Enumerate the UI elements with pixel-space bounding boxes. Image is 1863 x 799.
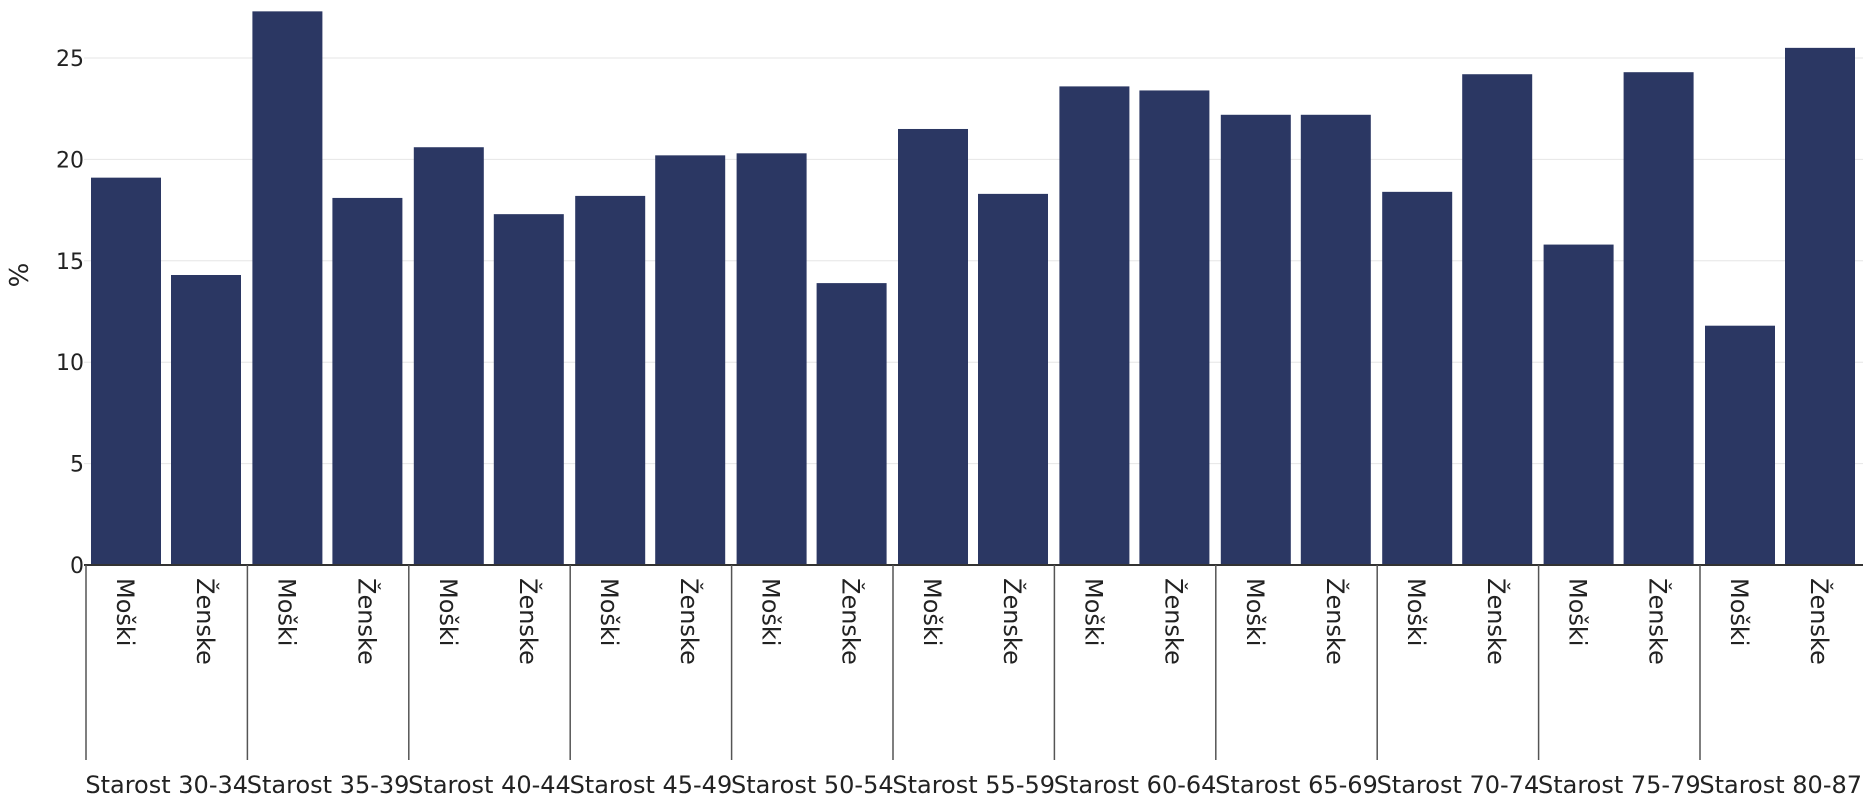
x-category-label: Moški xyxy=(757,578,785,646)
x-group-label: Starost 55-59 xyxy=(892,771,1055,799)
bar xyxy=(575,195,646,566)
bar xyxy=(1543,244,1614,566)
x-category-label: Moški xyxy=(1564,578,1592,646)
bars xyxy=(91,11,1855,566)
bar xyxy=(413,147,484,565)
x-category-label: Moški xyxy=(1079,578,1107,646)
x-category-label: Ženske xyxy=(1321,578,1350,665)
x-group-label: Starost 70-74 xyxy=(1377,771,1540,799)
y-axis-ticks: 0 5 10 15 20 25 xyxy=(56,47,84,579)
x-category-label: Ženske xyxy=(1644,578,1673,665)
x-category-label: Moški xyxy=(1241,578,1269,646)
x-category-label: Ženske xyxy=(1482,578,1511,665)
x-category-label: Ženske xyxy=(675,578,704,665)
bar xyxy=(332,197,403,565)
bar xyxy=(898,128,968,566)
y-tick-label: 25 xyxy=(56,47,84,72)
x-category-label: Ženske xyxy=(191,578,220,665)
bar xyxy=(171,274,241,565)
y-axis-label: % xyxy=(5,263,35,288)
x-group-label: Starost 80-87 xyxy=(1699,771,1862,799)
x-group-label: Starost 75-79 xyxy=(1538,771,1701,799)
x-axis-category-labels: Moški Ženske Moški Ženske Moški Ženske Moški Že… xyxy=(111,578,1834,665)
x-category-label: Ženske xyxy=(1159,578,1188,665)
bar xyxy=(978,193,1048,565)
x-category-label: Moški xyxy=(111,578,139,646)
bar xyxy=(816,283,887,565)
bar xyxy=(1462,74,1533,565)
x-category-label: Ženske xyxy=(837,578,866,665)
x-group-label: Starost 30-34 xyxy=(85,771,248,799)
x-category-label: Ženske xyxy=(352,578,381,665)
bar xyxy=(1300,114,1371,565)
x-group-label: Starost 35-39 xyxy=(247,771,410,799)
y-tick-label: 10 xyxy=(56,351,84,376)
bar xyxy=(252,11,323,565)
bar xyxy=(655,155,726,565)
bar xyxy=(1623,72,1694,566)
y-tick-label: 0 xyxy=(70,554,84,579)
x-category-label: Moški xyxy=(1402,578,1430,646)
x-category-label: Moški xyxy=(918,578,946,646)
x-group-label: Starost 45-49 xyxy=(570,771,733,799)
bar xyxy=(736,153,807,566)
x-category-label: Moški xyxy=(434,578,462,646)
bar xyxy=(1220,114,1291,565)
x-group-label: Starost 65-69 xyxy=(1215,771,1378,799)
x-category-label: Ženske xyxy=(514,578,543,665)
bar xyxy=(1705,325,1775,565)
x-group-label: Starost 50-54 xyxy=(731,771,894,799)
y-tick-label: 5 xyxy=(70,453,84,478)
bar xyxy=(1382,191,1453,565)
x-category-label: Ženske xyxy=(998,578,1027,665)
bar xyxy=(1785,47,1855,566)
y-tick-label: 20 xyxy=(56,148,84,173)
bar xyxy=(91,177,161,566)
x-category-label: Moški xyxy=(272,578,300,646)
bar xyxy=(493,214,564,565)
x-group-label: Starost 60-64 xyxy=(1054,771,1217,799)
x-category-label: Ženske xyxy=(1805,578,1834,665)
y-tick-label: 15 xyxy=(56,250,84,275)
x-category-label: Moški xyxy=(1725,578,1753,646)
bar xyxy=(1059,86,1130,565)
x-category-label: Moški xyxy=(595,578,623,646)
x-group-label: Starost 40-44 xyxy=(408,771,571,799)
bar xyxy=(1139,90,1210,565)
